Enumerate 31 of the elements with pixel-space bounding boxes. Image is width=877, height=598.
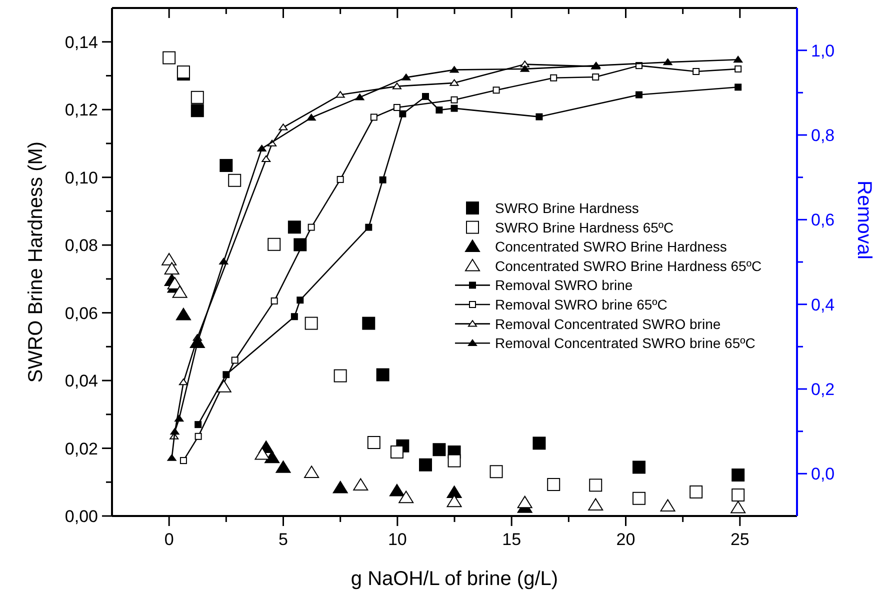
y2-tick-label: 0,4 [811,295,835,314]
y2-tick-label: 0,8 [811,126,835,145]
legend-label: Concentrated SWRO Brine Hardness 65ºC [495,258,762,274]
x-tick-label: 10 [388,530,407,549]
legend-label: Removal SWRO brine [495,277,633,294]
y-tick-label: 0,02 [64,439,98,458]
x-tick-label: 5 [278,530,288,549]
legend-label: Removal SWRO brine 65ºC [495,296,668,312]
y-axis-title: SWRO Brine Hardness (M) [25,141,47,383]
y2-tick-label: 0,6 [811,210,835,230]
x-axis-title: g NaOH/L of brine (g/L) [350,568,558,590]
x-tick-label: 15 [502,530,522,549]
x-tick-label: 0 [164,530,174,549]
y-tick-label: 0,08 [64,236,98,256]
y2-axis-title: Removal [853,180,875,260]
y-tick-label: 0,14 [64,32,98,52]
legend-label: Removal Concentrated SWRO brine 65ºC [495,335,756,352]
y-tick-label: 0,00 [64,507,98,526]
y-tick-label: 0,04 [64,372,98,391]
y2-tick-label: 1,0 [811,41,835,60]
legend-label: SWRO Brine Hardness [495,200,639,216]
legend-label: Concentrated SWRO Brine Hardness [495,238,727,255]
y2-tick-label: 0,0 [811,464,835,484]
legend-label: SWRO Brine Hardness 65ºC [495,219,674,236]
y-tick-label: 0,12 [64,100,98,120]
x-tick-label: 20 [616,530,636,549]
legend-label: Removal Concentrated SWRO brine [495,316,721,332]
x-tick-label: 25 [730,530,750,549]
y-tick-label: 0,10 [64,168,98,188]
y2-tick-label: 0,2 [811,380,835,399]
y-tick-label: 0,06 [64,304,98,323]
